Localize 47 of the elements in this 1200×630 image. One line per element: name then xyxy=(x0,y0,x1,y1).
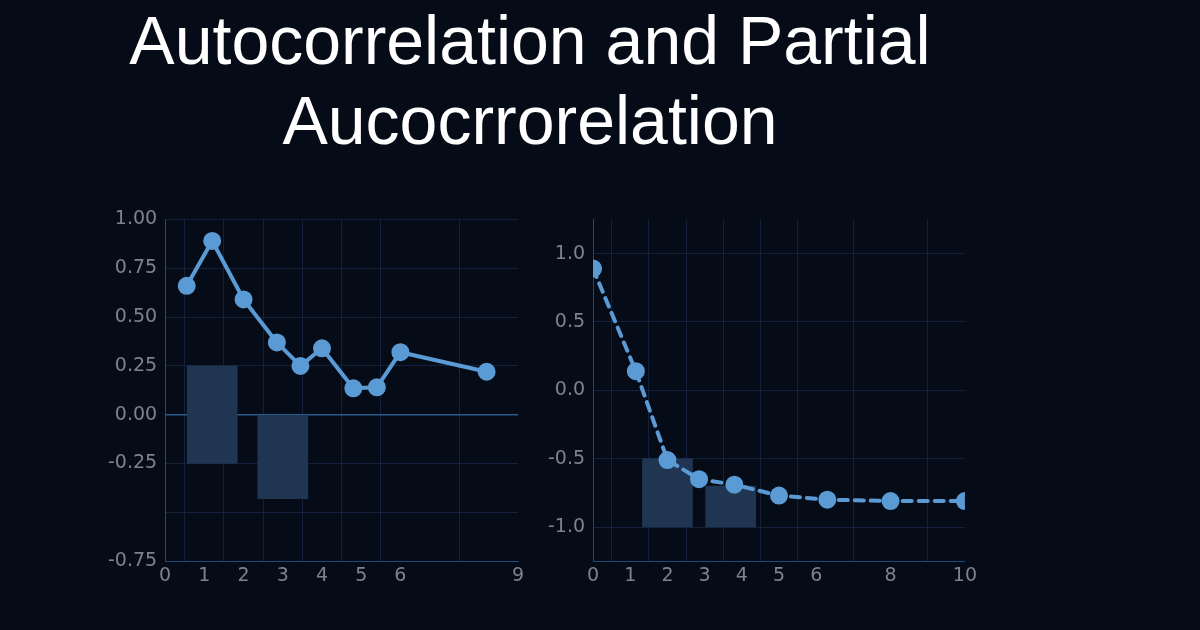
x-tick-label: 1 xyxy=(198,562,211,585)
y-tick-label: 0.50 xyxy=(114,303,158,326)
x-tick-label: 6 xyxy=(810,562,823,585)
x-tick-label: 5 xyxy=(772,562,786,585)
point xyxy=(177,276,196,295)
point xyxy=(344,379,363,398)
point xyxy=(203,231,222,250)
x-tick-label: 5 xyxy=(355,562,368,585)
x-tick-label: 10 xyxy=(952,562,978,585)
x-tick-label: 2 xyxy=(661,562,674,585)
x-tick-label: 4 xyxy=(735,562,748,585)
point xyxy=(267,333,286,352)
point xyxy=(391,343,410,362)
x-tick-label: 0 xyxy=(587,562,600,585)
point xyxy=(725,475,744,494)
point xyxy=(291,356,310,375)
y-tick-label: -0.25 xyxy=(107,450,158,473)
x-tick-label: 3 xyxy=(276,562,289,585)
y-tick-label: 0.0 xyxy=(554,377,586,400)
point xyxy=(312,339,331,358)
point xyxy=(234,290,253,309)
point xyxy=(477,362,496,381)
x-tick-label: 1 xyxy=(624,562,637,585)
x-tick-label: 0 xyxy=(159,562,172,585)
point xyxy=(769,486,788,505)
chart-title: Autocorrelation and Partial Aucocrrorelation xyxy=(128,1,932,160)
y-tick-label: -0.75 xyxy=(107,548,158,571)
y-tick-label: -0.5 xyxy=(547,445,586,468)
y-tick-label: -1.0 xyxy=(547,513,586,536)
point xyxy=(658,451,677,470)
y-tick-label: 0.00 xyxy=(114,401,158,424)
point xyxy=(626,362,645,381)
x-tick-label: 3 xyxy=(698,562,711,585)
x-tick-label: 8 xyxy=(884,562,897,585)
y-tick-label: 1.00 xyxy=(114,206,158,229)
point xyxy=(367,378,386,397)
point xyxy=(818,490,837,509)
y-tick-label: 0.25 xyxy=(114,352,158,375)
x-tick-label: 2 xyxy=(237,562,250,585)
point xyxy=(690,470,709,489)
x-tick-label: 6 xyxy=(394,562,407,585)
y-tick-label: 0.75 xyxy=(114,255,158,278)
x-tick-label: 4 xyxy=(315,562,329,585)
y-tick-label: 1.0 xyxy=(554,240,586,263)
point xyxy=(881,492,900,511)
y-tick-label: 0.5 xyxy=(554,308,586,331)
x-tick-label: 9 xyxy=(511,562,525,585)
